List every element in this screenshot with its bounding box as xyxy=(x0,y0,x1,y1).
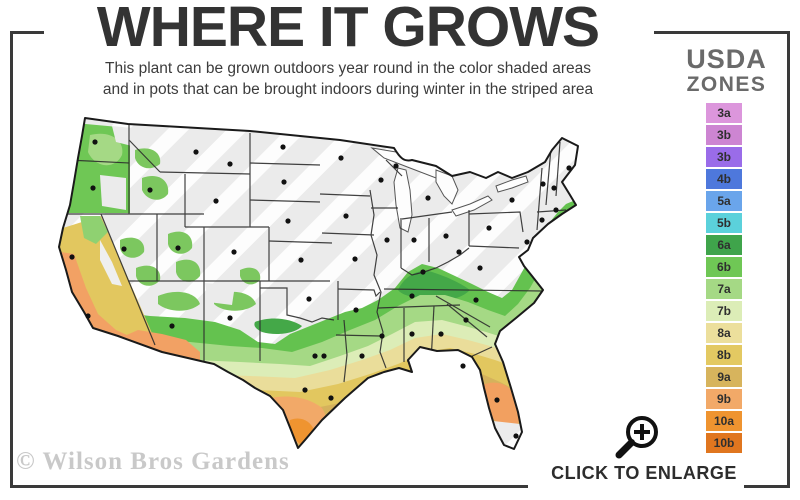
city-dot xyxy=(425,195,431,201)
legend-zone-3b-1: 3b xyxy=(706,125,742,145)
city-dot xyxy=(147,187,153,193)
city-dot xyxy=(312,353,318,359)
city-dot xyxy=(328,395,334,401)
city-dot xyxy=(566,165,572,171)
city-dot xyxy=(378,177,384,183)
legend-zone-5a-4: 5a xyxy=(706,191,742,211)
city-dot xyxy=(321,353,327,359)
city-dot xyxy=(90,185,96,191)
state-borders xyxy=(60,120,567,383)
city-dot xyxy=(486,225,492,231)
legend-title-zones: ZONES xyxy=(686,73,767,96)
frame-bottom-right-segment xyxy=(744,485,790,488)
frame-left-edge xyxy=(10,31,13,488)
city-dot xyxy=(92,139,98,145)
legend-title: USDA ZONES xyxy=(664,44,789,97)
legend-zone-6a-6: 6a xyxy=(706,235,742,255)
us-outline xyxy=(58,117,579,450)
city-dot xyxy=(494,397,500,403)
city-dot xyxy=(411,237,417,243)
city-dot xyxy=(463,317,469,323)
city-dot xyxy=(524,239,530,245)
city-dot xyxy=(540,181,546,187)
city-dot xyxy=(443,233,449,239)
city-dot xyxy=(473,297,479,303)
city-dot xyxy=(302,387,308,393)
legend-title-usda: USDA xyxy=(686,44,767,74)
subtitle: This plant can be grown outdoors year ro… xyxy=(40,58,656,100)
legend-zone-10a-14: 10a xyxy=(706,411,742,431)
legend-zone-4b-3: 4b xyxy=(706,169,742,189)
legend-zone-8b-11: 8b xyxy=(706,345,742,365)
city-dot xyxy=(409,293,415,299)
city-dot xyxy=(477,265,483,271)
legend-zone-7b-9: 7b xyxy=(706,301,742,321)
legend-zone-5b-5: 5b xyxy=(706,213,742,233)
city-dot xyxy=(384,237,390,243)
city-dot xyxy=(227,161,233,167)
city-dots xyxy=(69,139,572,439)
city-dot xyxy=(420,269,426,275)
city-dot xyxy=(353,307,359,313)
subtitle-line-1: This plant can be grown outdoors year ro… xyxy=(105,60,591,77)
city-dot xyxy=(513,433,519,439)
frame-top-left-segment xyxy=(10,31,44,34)
frame-top-right-segment xyxy=(654,31,790,34)
city-dot xyxy=(509,197,515,203)
city-dot xyxy=(298,257,304,263)
city-dot xyxy=(306,296,312,302)
legend-zone-9a-12: 9a xyxy=(706,367,742,387)
city-dot xyxy=(539,217,545,223)
frame-bottom-left-segment xyxy=(10,485,528,488)
legend-zone-3b-2: 3b xyxy=(706,147,742,167)
magnifier-plus-icon[interactable] xyxy=(606,412,662,468)
map-fill-layers xyxy=(59,118,578,449)
click-to-enlarge-button[interactable]: CLICK TO ENLARGE xyxy=(551,463,737,483)
city-dot xyxy=(352,256,358,262)
city-dot xyxy=(280,144,286,150)
city-dot xyxy=(551,185,557,191)
city-dot xyxy=(85,313,91,319)
legend-zone-9b-13: 9b xyxy=(706,389,742,409)
city-dot xyxy=(193,149,199,155)
city-dot xyxy=(175,245,181,251)
legend-zone-8a-10: 8a xyxy=(706,323,742,343)
legend-zone-6b-7: 6b xyxy=(706,257,742,277)
city-dot xyxy=(213,198,219,204)
city-dot xyxy=(359,353,365,359)
page-title: WHERE IT GROWS xyxy=(96,0,600,59)
city-dot xyxy=(343,213,349,219)
watermark: © Wilson Bros Gardens xyxy=(16,448,290,475)
subtitle-line-2: and in pots that can be brought indoors … xyxy=(102,81,594,98)
city-dot xyxy=(379,333,385,339)
city-dot xyxy=(409,331,415,337)
city-dot xyxy=(456,249,462,255)
frame-right-edge xyxy=(787,31,790,488)
city-dot xyxy=(121,246,127,252)
city-dot xyxy=(393,163,399,169)
city-dot xyxy=(553,207,559,213)
legend-zone-7a-8: 7a xyxy=(706,279,742,299)
city-dot xyxy=(231,249,237,255)
city-dot xyxy=(227,315,233,321)
legend-zone-10b-15: 10b xyxy=(706,433,742,453)
city-dot xyxy=(438,331,444,337)
city-dot xyxy=(69,254,75,260)
usda-zones-legend: 3a 3b 3b 4b 5a 5b 6a 6b 7a 7b 8a 8b 9a 9b 10a 10b xyxy=(706,103,742,455)
city-dot xyxy=(281,179,287,185)
city-dot xyxy=(460,363,466,369)
city-dot xyxy=(338,155,344,161)
city-dot xyxy=(285,218,291,224)
legend-zone-3a-0: 3a xyxy=(706,103,742,123)
city-dot xyxy=(169,323,175,329)
